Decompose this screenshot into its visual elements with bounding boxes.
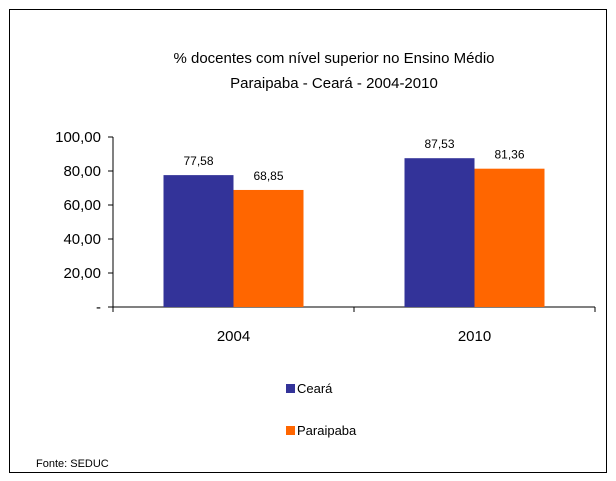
x-axis: 2004 2010 <box>112 306 596 345</box>
data-label: 68,85 <box>253 169 283 183</box>
y-tick-label: 20,00 <box>63 265 101 282</box>
bar-paraipaba-2010 <box>474 168 545 307</box>
data-labels: 77,58 68,85 87,53 81,36 <box>183 137 524 183</box>
chart-title-line2: Paraipaba - Ceará - 2004-2010 <box>230 75 438 92</box>
y-axis: - 20,00 40,00 60,00 80,00 100,00 <box>55 129 114 316</box>
legend-label: Ceará <box>297 381 333 396</box>
data-label: 87,53 <box>424 137 454 151</box>
data-label: 81,36 <box>494 148 524 162</box>
x-category-label: 2010 <box>458 328 491 345</box>
y-tick-label: 100,00 <box>55 129 101 146</box>
data-label: 77,58 <box>183 154 213 168</box>
y-tick-label: - <box>96 299 101 316</box>
y-tick-label: 40,00 <box>63 231 101 248</box>
legend-label: Paraipaba <box>297 423 357 438</box>
x-category-label: 2004 <box>217 328 250 345</box>
legend: Ceará Paraipaba <box>286 381 357 438</box>
legend-swatch <box>286 384 295 393</box>
y-tick-label: 60,00 <box>63 197 101 214</box>
y-tick-label: 80,00 <box>63 163 101 180</box>
bar-cear--2004 <box>163 175 234 307</box>
chart-title-line1: % docentes com nível superior no Ensino … <box>173 50 494 67</box>
bar-cear--2010 <box>404 158 475 307</box>
legend-swatch <box>286 426 295 435</box>
bars <box>163 158 545 307</box>
bar-paraipaba-2004 <box>233 189 304 307</box>
source-note: Fonte: SEDUC <box>36 458 109 470</box>
